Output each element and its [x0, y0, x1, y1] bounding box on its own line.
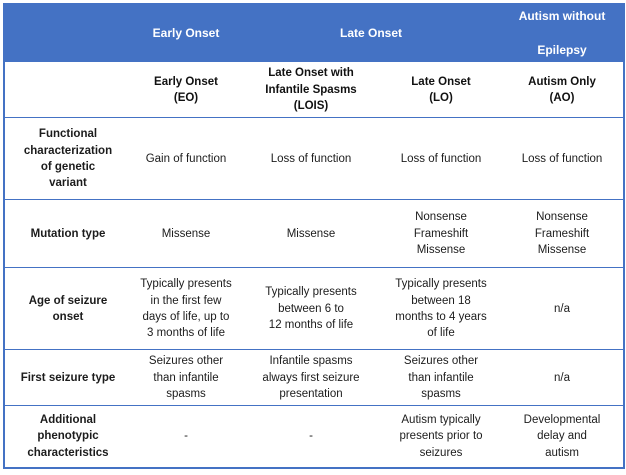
cell-seizure-eo: Seizures other than infantile spasms	[131, 349, 241, 406]
group-header-autism-without-epilepsy: Autism without Epilepsy	[501, 4, 625, 62]
cell-phenotypic-lois: -	[241, 405, 381, 468]
group-header-early-onset: Early Onset	[131, 4, 241, 62]
cell-seizure-lois: Infantile spasms always first seizure pr…	[241, 349, 381, 406]
row-header-first-seizure-type: First seizure type	[4, 349, 131, 406]
row-additional-phenotypic-characteristics: Additional phenotypic characteristics - …	[4, 405, 625, 468]
group-header-late-onset: Late Onset	[241, 4, 502, 62]
row-mutation-type: Mutation type Missense Missense Nonsense…	[4, 199, 625, 268]
group-header-empty	[4, 4, 131, 62]
row-header-mutation-type: Mutation type	[4, 199, 131, 268]
cell-functional-lo: Loss of function	[381, 117, 502, 200]
column-header-lois: Late Onset with Infantile Spasms (LOIS)	[241, 61, 381, 118]
cell-seizure-ao: n/a	[501, 349, 625, 406]
column-header-lo: Late Onset (LO)	[381, 61, 502, 118]
row-age-of-seizure-onset: Age of seizure onset Typically presents …	[4, 267, 625, 350]
column-header-ao: Autism Only (AO)	[501, 61, 625, 118]
cell-phenotypic-lo: Autism typically presents prior to seizu…	[381, 405, 502, 468]
cell-seizure-lo: Seizures other than infantile spasms	[381, 349, 502, 406]
cell-mutation-eo: Missense	[131, 199, 241, 268]
cell-phenotypic-eo: -	[131, 405, 241, 468]
group-header-row: Early Onset Late Onset Autism without Ep…	[4, 4, 625, 62]
cell-functional-lois: Loss of function	[241, 117, 381, 200]
row-header-age-of-seizure-onset: Age of seizure onset	[4, 267, 131, 350]
cell-age-lois: Typically presents between 6 to 12 month…	[241, 267, 381, 350]
row-first-seizure-type: First seizure type Seizures other than i…	[4, 349, 625, 406]
cell-functional-ao: Loss of function	[501, 117, 625, 200]
column-header-eo: Early Onset (EO)	[131, 61, 241, 118]
cell-age-eo: Typically presents in the first few days…	[131, 267, 241, 350]
row-header-additional-phenotypic: Additional phenotypic characteristics	[4, 405, 131, 468]
cell-phenotypic-ao: Developmental delay and autism	[501, 405, 625, 468]
cell-mutation-lois: Missense	[241, 199, 381, 268]
cell-mutation-ao: Nonsense Frameshift Missense	[501, 199, 625, 268]
row-functional-characterization: Functional characterization of genetic v…	[4, 117, 625, 200]
column-header-empty	[4, 61, 131, 118]
column-header-row: Early Onset (EO) Late Onset with Infanti…	[4, 61, 625, 118]
cell-age-ao: n/a	[501, 267, 625, 350]
phenotype-comparison-table: Early Onset Late Onset Autism without Ep…	[3, 3, 626, 469]
row-header-functional-characterization: Functional characterization of genetic v…	[4, 117, 131, 200]
cell-age-lo: Typically presents between 18 months to …	[381, 267, 502, 350]
cell-mutation-lo: Nonsense Frameshift Missense	[381, 199, 502, 268]
cell-functional-eo: Gain of function	[131, 117, 241, 200]
